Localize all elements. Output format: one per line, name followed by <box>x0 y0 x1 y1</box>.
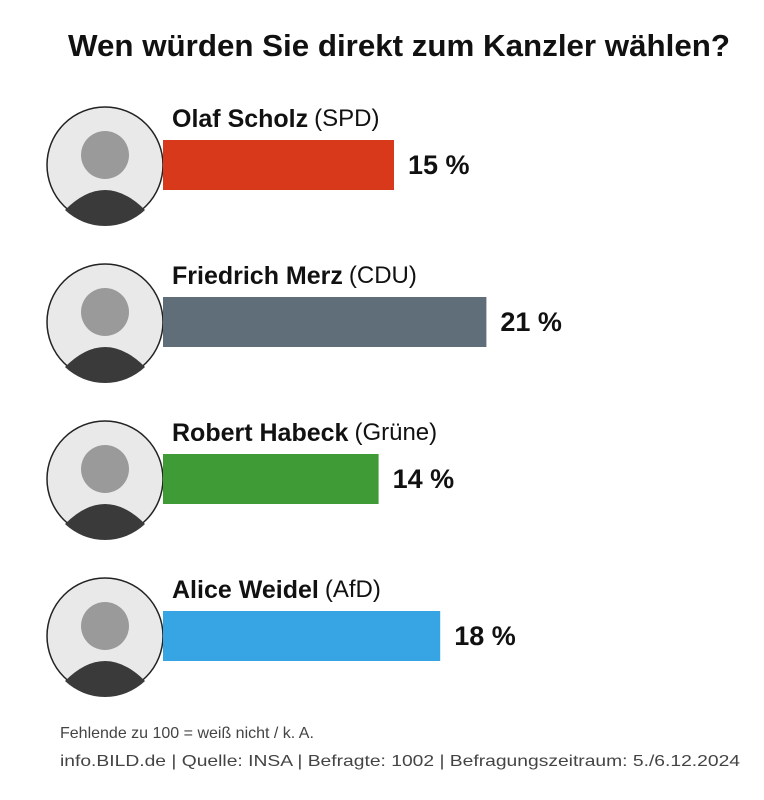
candidate-name: Olaf Scholz <box>172 105 308 133</box>
candidate-party: (AfD) <box>325 576 381 603</box>
candidate-name: Friedrich Merz <box>172 262 343 290</box>
candidate-party: (Grüne) <box>354 419 437 446</box>
candidate-label: Friedrich Merz (CDU) <box>172 262 417 290</box>
candidate-label: Olaf Scholz (SPD) <box>172 105 379 133</box>
portrait-body <box>65 190 145 226</box>
value-label: 15 % <box>408 150 470 180</box>
portrait <box>46 577 164 697</box>
portrait-head <box>81 131 129 179</box>
candidate-name: Alice Weidel <box>172 576 319 604</box>
portrait-body <box>65 347 145 383</box>
bar <box>163 454 379 504</box>
candidate-label: Alice Weidel (AfD) <box>172 576 381 604</box>
portrait-head <box>81 602 129 650</box>
candidate-party: (SPD) <box>314 105 379 132</box>
value-label: 21 % <box>500 307 562 337</box>
footnote: Fehlende zu 100 = weiß nicht / k. A. <box>60 725 314 742</box>
portrait <box>46 106 164 226</box>
portrait-head <box>81 288 129 336</box>
candidate-party: (CDU) <box>349 262 417 289</box>
value-label: 18 % <box>454 621 516 651</box>
chart-title: Wen würden Sie direkt zum Kanzler wählen… <box>68 28 730 63</box>
bar <box>163 297 487 347</box>
candidate-label: Robert Habeck (Grüne) <box>172 419 437 447</box>
value-label: 14 % <box>393 464 455 494</box>
bar <box>163 140 394 190</box>
source-note: info.BILD.de | Quelle: INSA | Befragte: … <box>60 753 740 770</box>
portrait-body <box>65 504 145 540</box>
candidate-name: Robert Habeck <box>172 419 349 447</box>
portrait <box>46 420 164 540</box>
portrait <box>46 263 164 383</box>
portrait-body <box>65 661 145 697</box>
portrait-head <box>81 445 129 493</box>
bar <box>163 611 441 661</box>
